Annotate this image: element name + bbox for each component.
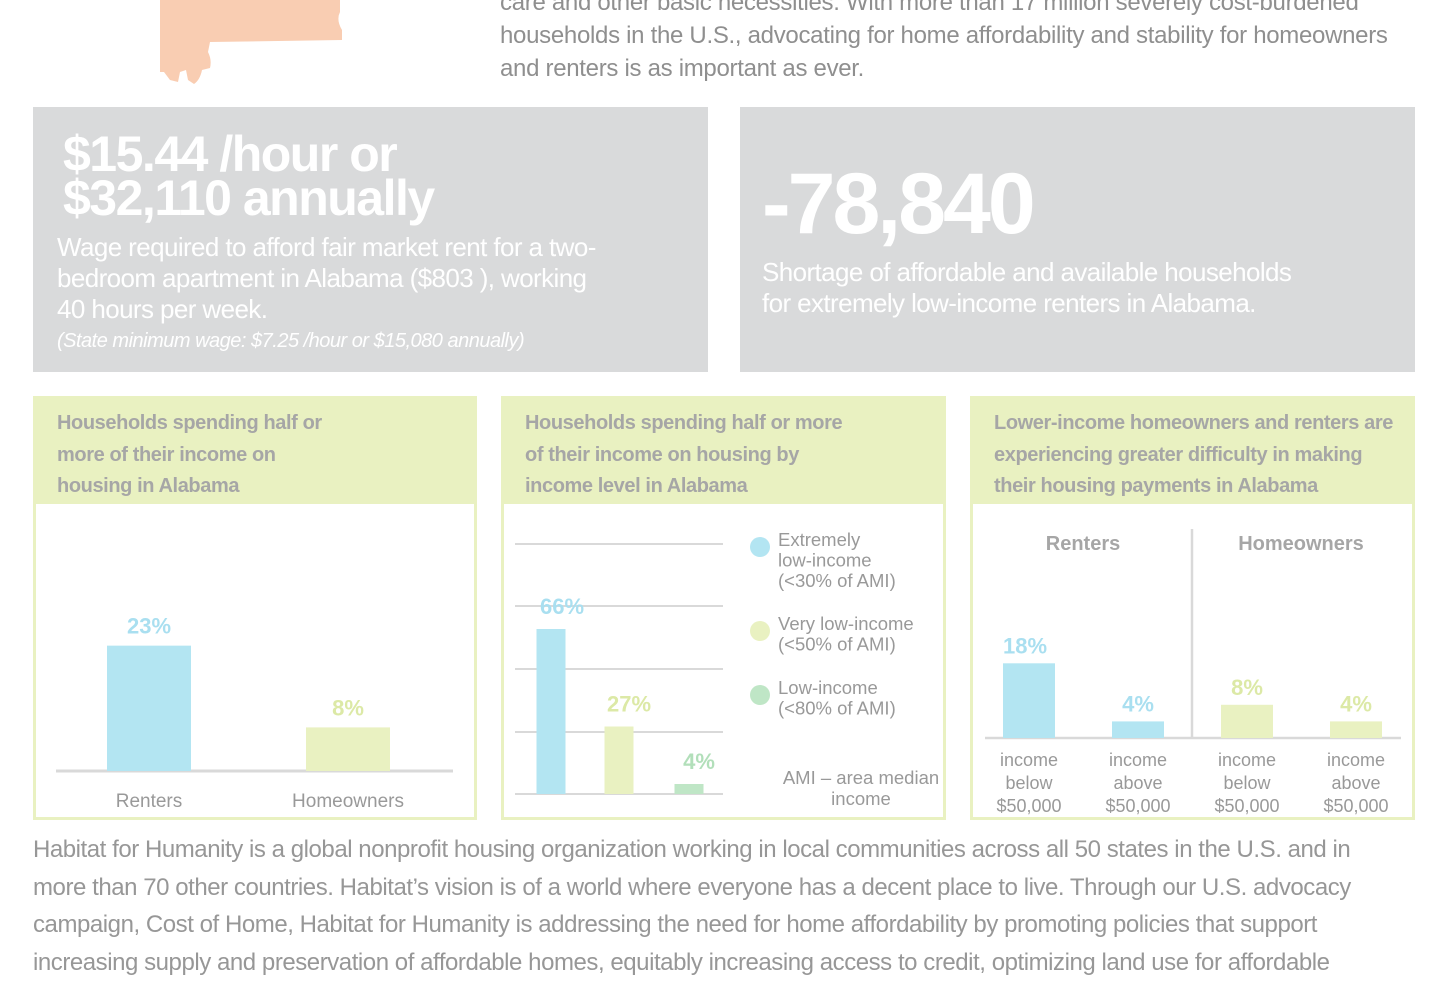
wage-stat-box: $15.44 /hour or $32,110 annually Wage re… — [33, 107, 708, 372]
panel-header: Households spending half or more of thei… — [504, 399, 943, 504]
panel-header: Lower-income homeowners and renters are … — [973, 399, 1412, 504]
alabama-map-shape — [160, 0, 342, 84]
chart-1: 23% Renters 8% Homeowners — [56, 614, 453, 812]
legend-swatch — [750, 621, 770, 641]
legend-label: Very low-income — [778, 613, 914, 634]
data-label: 8% — [332, 695, 364, 720]
bar-renters — [107, 645, 191, 771]
legend-swatch — [750, 685, 770, 705]
shortage-desc-line: for extremely low-income renters in Alab… — [762, 288, 1256, 318]
data-label: 4% — [683, 749, 715, 774]
bar — [1221, 704, 1273, 738]
group-label-renters: Renters — [1046, 533, 1120, 555]
bar — [604, 726, 634, 794]
panel-title-line: more of their income on — [57, 443, 276, 466]
legend-label: (<80% of AMI) — [778, 698, 896, 719]
data-label: 18% — [1003, 633, 1047, 658]
legend-label: (<50% of AMI) — [778, 634, 896, 655]
wage-desc-line: Wage required to afford fair market rent… — [57, 232, 596, 262]
panel-title-line: Households spending half or — [57, 412, 322, 434]
legend-label: low-income — [778, 550, 872, 571]
panel-income-level: Households spending half or more of thei… — [501, 396, 946, 820]
category-label: income — [1327, 750, 1385, 770]
bar — [1330, 721, 1382, 738]
panel-title: Lower-income homeowners and renters are … — [994, 408, 1393, 503]
bar — [536, 629, 566, 794]
category-label: income — [1000, 750, 1058, 770]
category-label: Renters — [116, 791, 183, 812]
panel-renters-homeowners: Households spending half or more of thei… — [33, 396, 477, 820]
chart-3: Renters Homeowners 18% income below $50,000 4%… — [985, 529, 1401, 816]
panel-title: Households spending half or more of thei… — [57, 408, 322, 503]
footer-line: increasing supply and preservation of af… — [33, 948, 1330, 976]
ami-footnote: income — [831, 788, 891, 809]
panel-title-line: experiencing greater difficulty in makin… — [994, 443, 1363, 466]
legend-swatch — [750, 537, 770, 557]
bar — [1112, 721, 1164, 738]
data-label: 27% — [607, 692, 651, 717]
data-label: 8% — [1231, 675, 1263, 700]
data-label: 23% — [127, 614, 171, 639]
category-label: $50,000 — [1323, 796, 1388, 816]
data-label: 66% — [540, 594, 584, 619]
panel-header: Households spending half or more of thei… — [36, 399, 474, 504]
legend-label: Low-income — [778, 677, 878, 698]
legend-label: (<30% of AMI) — [778, 570, 896, 591]
wage-desc-line: bedroom apartment in Alabama ($803 ), wo… — [57, 263, 587, 293]
wage-annual: $32,110 annually — [63, 170, 435, 226]
data-label: 4% — [1122, 691, 1154, 716]
legend-label: Extremely — [778, 529, 861, 550]
footer-line: more than 70 other countries. Habitat’s … — [33, 873, 1351, 901]
category-label: above — [1331, 773, 1380, 793]
wage-hourly: $15.44 /hour or — [63, 126, 398, 182]
footer-line: campaign, Cost of Home, Habitat for Huma… — [33, 911, 1318, 938]
category-label: income — [1109, 750, 1167, 770]
bar — [1003, 663, 1055, 738]
shortage-stat-box: -78,840 Shortage of affordable and avail… — [740, 107, 1415, 372]
intro-text: care and other basic necessities. With m… — [500, 0, 1420, 85]
wage-description: Wage required to afford fair market rent… — [57, 232, 596, 325]
category-label: below — [1005, 773, 1053, 793]
wage-desc-line: 40 hours per week. — [57, 294, 268, 324]
footer-line: Habitat for Humanity is a global nonprof… — [33, 836, 1351, 863]
shortage-desc-line: Shortage of affordable and available hou… — [762, 257, 1292, 287]
panel-title-line: their housing payments in Alabama — [994, 475, 1318, 497]
category-label: above — [1113, 773, 1162, 793]
ami-footnote: AMI – area median — [783, 767, 939, 788]
category-label: $50,000 — [996, 796, 1061, 816]
intro-line: households in the U.S., advocating for h… — [500, 22, 1388, 49]
bar — [674, 784, 704, 794]
panel-title-line: housing in Alabama — [57, 475, 240, 497]
data-label: 4% — [1340, 691, 1372, 716]
intro-line: care and other basic necessities. With m… — [500, 0, 1359, 16]
group-label-homeowners: Homeowners — [1238, 533, 1364, 555]
intro-line: and renters is as important as ever. — [500, 55, 865, 82]
footer-text: Habitat for Humanity is a global nonprof… — [33, 831, 1423, 981]
panel-title-line: income level in Alabama — [525, 475, 748, 497]
shortage-description: Shortage of affordable and available hou… — [762, 257, 1292, 319]
minimum-wage-note: (State minimum wage: $7.25 /hour or $15,… — [57, 330, 525, 352]
category-label: $50,000 — [1105, 796, 1170, 816]
category-label: Homeowners — [292, 791, 404, 812]
panel-title-line: Households spending half or more — [525, 412, 843, 434]
category-label: $50,000 — [1214, 796, 1279, 816]
panel-title-line: of their income on housing by — [525, 443, 799, 466]
category-label: below — [1223, 773, 1271, 793]
panel-title-line: Lower-income homeowners and renters are — [994, 412, 1393, 434]
panel-title: Households spending half or more of thei… — [525, 408, 843, 503]
category-label: income — [1218, 750, 1276, 770]
bar-homeowners — [306, 727, 390, 771]
panel-payment-difficulty: Lower-income homeowners and renters are … — [970, 396, 1415, 820]
shortage-number: -78,840 — [762, 156, 1036, 252]
